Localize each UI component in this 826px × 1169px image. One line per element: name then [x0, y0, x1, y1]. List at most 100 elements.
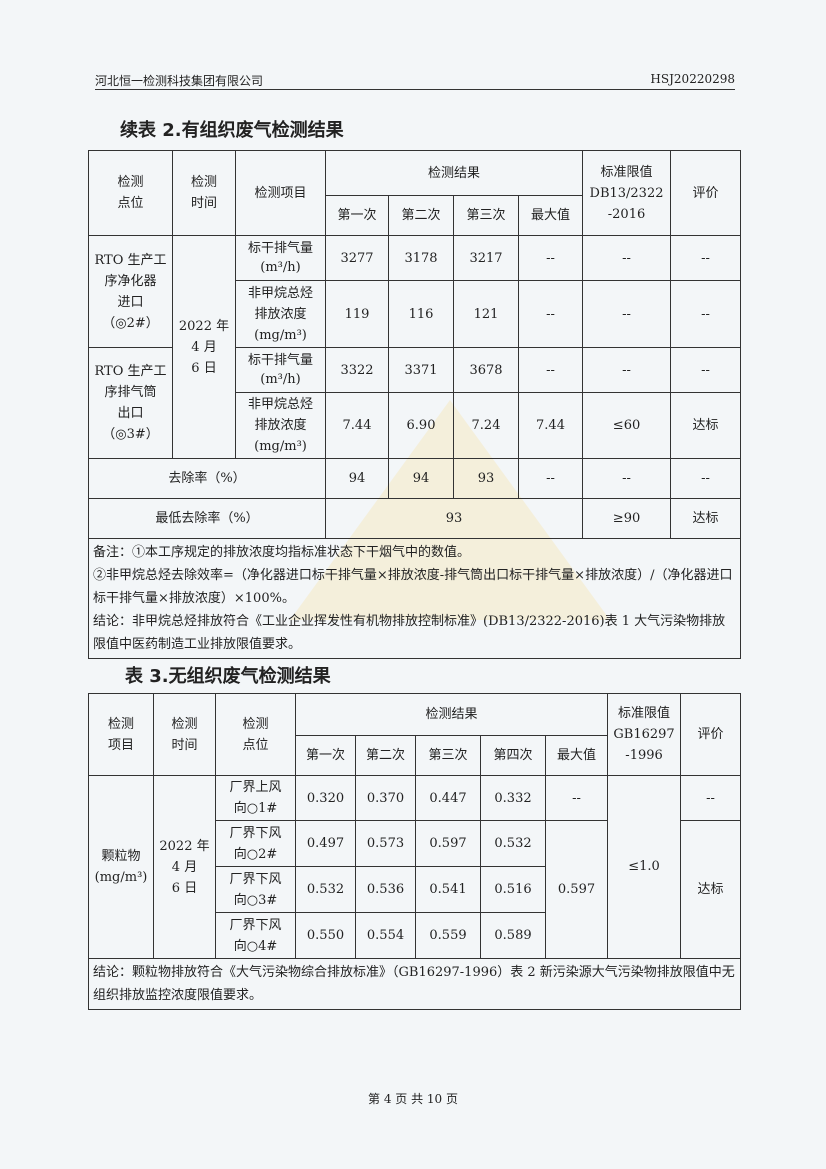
cell: 3678 [453, 347, 519, 393]
cell: 0.550 [295, 912, 356, 959]
h-r3: 第三次 [453, 195, 519, 236]
note-1: 备注：①本工序规定的排放浓度均指标准状态下干烟气中的数值。 [93, 545, 471, 560]
cell: -- [582, 458, 672, 499]
cell: -- [582, 347, 672, 393]
cell: -- [670, 280, 742, 348]
table-row: 厂界下风 向○3# 0.532 0.536 0.541 0.516 [89, 866, 741, 913]
removal-row: 去除率（%） 94 94 93 -- -- -- [88, 458, 742, 499]
cell: 0.370 [355, 775, 416, 821]
cell: 93 [324, 498, 584, 539]
table2-title: 续表 2.有组织废气检测结果 [120, 120, 344, 141]
cell: 0.532 [480, 820, 546, 867]
cell: 0.541 [415, 866, 481, 913]
limit: ≤1.0 [607, 775, 682, 959]
cell: 0.573 [355, 820, 416, 867]
table-row: 非甲烷总烃 排放浓度 (mg/m³) 119 116 121 -- -- -- [89, 280, 742, 348]
max-value: 0.597 [544, 820, 609, 959]
page-header: 河北恒一检测科技集团有限公司 HSJ20220298 [95, 72, 735, 90]
cell: -- [582, 235, 672, 281]
cell: -- [670, 235, 742, 281]
item: 非甲烷总烃 排放浓度 (mg/m³) [235, 280, 326, 348]
cell: 0.516 [480, 866, 546, 913]
cell: 0.447 [415, 775, 481, 821]
h-point: 检测 点位 [88, 150, 173, 236]
cell: 121 [453, 280, 519, 348]
conclusion: 结论：非甲烷总烃排放符合《工业企业挥发性有机物排放控制标准》(DB13/2322… [93, 614, 726, 652]
page-footer: 第 4 页 共 10 页 [368, 1092, 458, 1106]
h-point: 检测 点位 [215, 693, 296, 776]
cell: 3178 [388, 235, 454, 281]
test-date: 2022 年 4 月 6 日 [153, 775, 216, 959]
report-number: HSJ20220298 [650, 72, 735, 86]
point-inlet: RTO 生产工 序净化器 进口 （◎2#） [88, 235, 173, 348]
test-date: 2022 年 4 月 6 日 [172, 235, 236, 459]
cell: 0.497 [295, 820, 356, 867]
point: 厂界上风 向○1# [215, 775, 296, 821]
cell: 0.554 [355, 912, 416, 959]
h-max: 最大值 [544, 735, 609, 776]
note-2: ②非甲烷总烃去除效率=（净化器进口标干排气量×排放浓度-排气筒出口标干排气量×排… [93, 568, 733, 606]
cell: 94 [388, 458, 454, 499]
cell: -- [582, 280, 672, 348]
cell: -- [517, 347, 584, 393]
point-outlet: RTO 生产工 序排气筒 出口 （◎3#） [88, 347, 173, 459]
cell: -- [680, 775, 742, 821]
item: 标干排气量 (m³/h) [235, 235, 326, 281]
cell: 7.44 [325, 392, 389, 459]
cell: -- [670, 458, 742, 499]
cell: 0.559 [415, 912, 481, 959]
conclusion: 结论：颗粒物排放符合《大气污染物综合排放标准》（GB16297-1996）表 2… [87, 958, 742, 1010]
cell: -- [544, 775, 609, 821]
cell: -- [670, 347, 742, 393]
cell: -- [517, 235, 584, 281]
min-removal-label: 最低去除率（%） [88, 498, 326, 539]
cell: 116 [388, 280, 454, 348]
cell: 0.320 [295, 775, 356, 821]
h-max: 最大值 [517, 195, 584, 236]
table3: 检测 项目 检测 时间 检测 点位 检测结果 标准限值 GB16297 -1996 评价 … [87, 693, 742, 1010]
cell: 3277 [325, 235, 389, 281]
cell: 93 [453, 458, 519, 499]
cell: 0.589 [480, 912, 546, 959]
h-r2: 第二次 [388, 195, 454, 236]
cell: 0.597 [415, 820, 481, 867]
cell: 0.332 [480, 775, 546, 821]
h-results: 检测结果 [324, 150, 584, 196]
item: 颗粒物 (mg/m³) [88, 775, 154, 959]
removal-label: 去除率（%） [88, 458, 326, 499]
cell: 7.24 [453, 392, 519, 459]
eval: 达标 [680, 820, 742, 959]
h-limit: 标准限值 GB16297 -1996 [607, 693, 682, 776]
table-row: 厂界下风 向○4# 0.550 0.554 0.559 0.589 [89, 912, 741, 959]
h-time: 检测 时间 [153, 693, 216, 776]
table-row: 颗粒物 (mg/m³) 2022 年 4 月 6 日厂界上风 向○1# 0.320 0… [88, 775, 742, 959]
cell: ≤60 [582, 392, 672, 459]
h-r3: 第三次 [415, 735, 481, 776]
cell: 达标 [670, 498, 742, 539]
point: 厂界下风 向○2# [215, 820, 296, 867]
item: 标干排气量 (m³/h) [235, 347, 326, 393]
table3-title: 表 3.无组织废气检测结果 [125, 666, 331, 687]
cell: 3217 [453, 235, 519, 281]
h-r2: 第二次 [355, 735, 416, 776]
point: 厂界下风 向○4# [215, 912, 296, 959]
h-eval: 评价 [670, 150, 742, 236]
h-r1: 第一次 [295, 735, 356, 776]
cell: 0.536 [355, 866, 416, 913]
cell: 3322 [325, 347, 389, 393]
table-row: RTO 生产工 序净化器 进口 （◎2#） 2022 年 4 月 6 日标干排气量… [88, 235, 742, 459]
cell: 94 [325, 458, 389, 499]
h-time: 检测 时间 [172, 150, 236, 236]
cell: -- [517, 458, 584, 499]
h-results: 检测结果 [294, 693, 609, 736]
cell: 119 [325, 280, 389, 348]
cell: 达标 [670, 392, 742, 459]
h-eval: 评价 [680, 693, 742, 776]
min-removal-row: 最低去除率（%） 93 ≥90 达标 [88, 498, 742, 539]
cell: 3371 [388, 347, 454, 393]
notes: 备注：①本工序规定的排放浓度均指标准状态下干烟气中的数值。 ②非甲烷总烃去除效率=… [87, 538, 742, 659]
cell: -- [517, 280, 584, 348]
company-name: 河北恒一检测科技集团有限公司 [95, 74, 264, 88]
h-limit: 标准限值 DB13/2322 -2016 [582, 150, 672, 236]
cell: 7.44 [517, 392, 584, 459]
